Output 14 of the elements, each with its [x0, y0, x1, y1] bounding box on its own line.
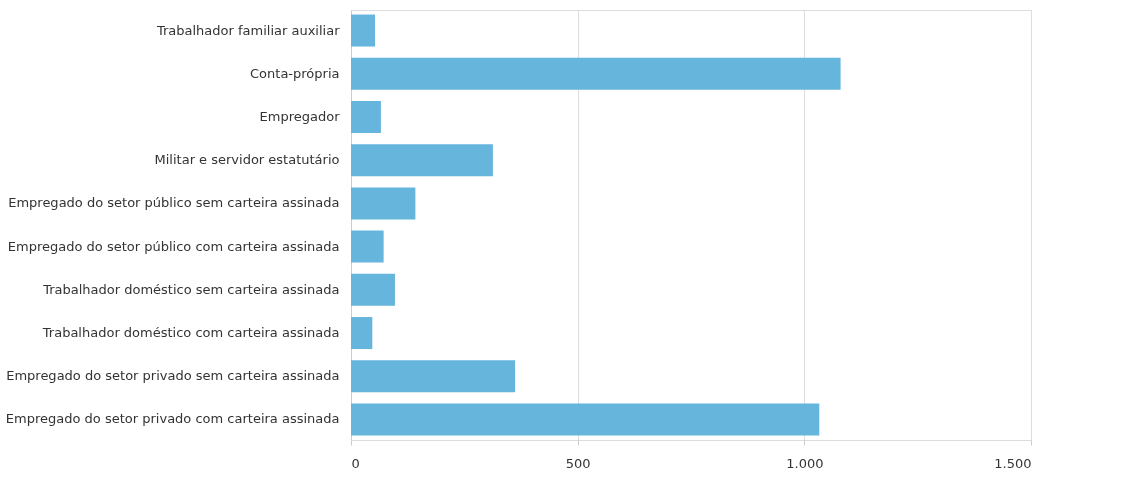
y-tick-label: Trabalhador familiar auxiliar	[155, 22, 341, 38]
y-tick-label: Militar e servidor estatutário	[154, 152, 340, 168]
x-tick-label: 1.500	[994, 455, 1032, 471]
y-tick-label: Empregado do setor privado com carteira assinada	[5, 411, 340, 427]
y-tick-label: Trabalhador doméstico com carteira assinada	[41, 325, 340, 341]
y-tick-label: Conta-própria	[250, 65, 340, 81]
y-tick-label: Empregado do setor privado sem carteira assinada	[6, 368, 340, 384]
x-tick-label: 1.000	[786, 455, 824, 471]
y-tick-label: Empregado do setor público sem carteira assinada	[8, 195, 340, 211]
y-tick-label: Empregado do setor público com carteira assinada	[7, 238, 340, 254]
y-tick-label: Trabalhador doméstico sem carteira assinada	[42, 281, 340, 297]
y-tick-label: Empregador	[259, 108, 341, 124]
x-tick-label: 0	[351, 455, 360, 471]
x-tick-label: 500	[565, 455, 591, 471]
